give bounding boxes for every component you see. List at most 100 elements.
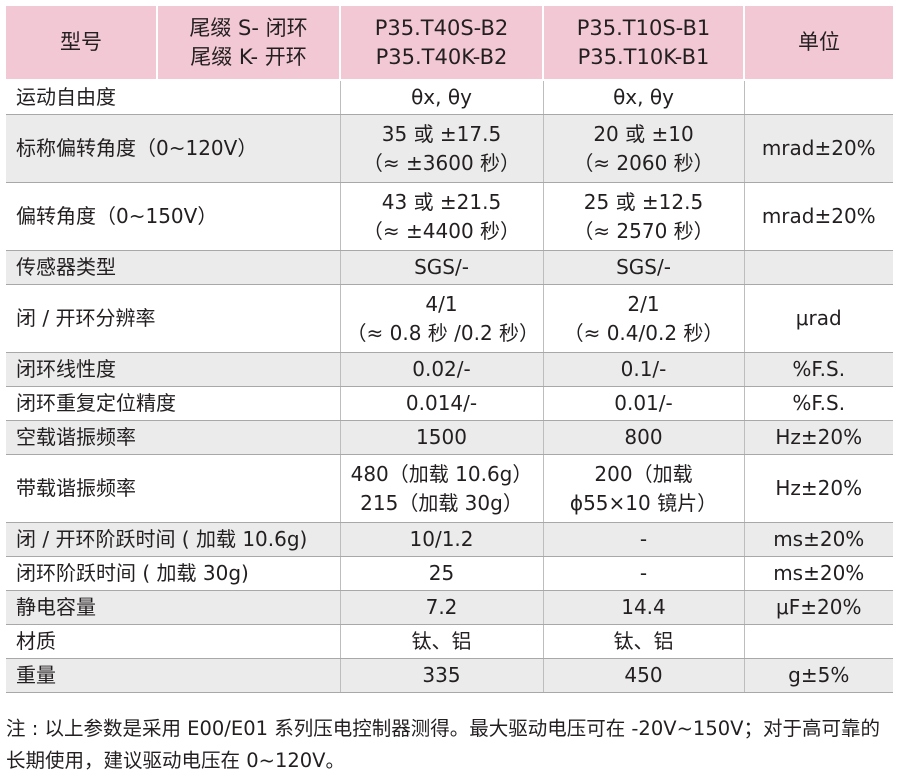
table-row: 带载谐振频率 480（加载 10.6g） 215（加载 30g） 200（加载 … [6, 454, 893, 523]
header-suffix-closed: 尾缀 S- 闭环 [189, 15, 308, 40]
table-row: 偏转角度（0~150V） 43 或 ±21.5 （≈ ±4400 秒） 25 或… [6, 182, 893, 251]
value-line: 215（加载 30g） [360, 490, 523, 515]
value-model-a: 335 [339, 658, 544, 693]
value-line: ϕ55×10 镜片） [569, 490, 718, 515]
value-line: （≈ 2060 秒） [573, 150, 714, 175]
table-row: 闭 / 开环分辨率 4/1 （≈ 0.8 秒 /0.2 秒） 2/1 （≈ 0.… [6, 284, 893, 353]
unit-cell: μF±20% [743, 590, 893, 625]
unit-cell: g±5% [743, 658, 893, 693]
param-label: 闭环重复定位精度 [6, 386, 341, 421]
header-model-a-closed: P35.T40S-B2 [374, 15, 509, 40]
table-row: 闭环线性度 0.02/- 0.1/- %F.S. [6, 352, 893, 387]
unit-cell: mrad±20% [743, 114, 893, 183]
table-row: 传感器类型 SGS/- SGS/- [6, 250, 893, 285]
table-row: 闭环阶跃时间 ( 加载 30g) 25 - ms±20% [6, 556, 893, 591]
value-model-a: 7.2 [339, 590, 544, 625]
value-model-b: 25 或 ±12.5 （≈ 2570 秒） [542, 182, 745, 251]
header-model-b: P35.T10S-B1 P35.T10K-B1 [542, 6, 745, 81]
unit-cell: ms±20% [743, 556, 893, 591]
unit-cell [743, 250, 893, 285]
unit-cell: μrad [743, 284, 893, 353]
value-model-b: 钛、铝 [542, 624, 745, 659]
value-model-a: SGS/- [339, 250, 544, 285]
value-model-b: 2/1 （≈ 0.4/0.2 秒） [542, 284, 745, 353]
header-unit: 单位 [743, 6, 893, 81]
table-row: 闭环重复定位精度 0.014/- 0.01/- %F.S. [6, 386, 893, 421]
table-row: 运动自由度 θx, θy θx, θy [6, 80, 893, 115]
table-row: 闭 / 开环阶跃时间 ( 加载 10.6g) 10/1.2 - ms±20% [6, 522, 893, 557]
value-model-b: - [542, 522, 745, 557]
value-model-b: 200（加载 ϕ55×10 镜片） [542, 454, 745, 523]
value-line: 200（加载 [594, 461, 693, 486]
value-model-a: 1500 [339, 420, 544, 455]
unit-cell [743, 80, 893, 115]
param-label: 传感器类型 [6, 250, 341, 285]
value-line: 2/1 [627, 291, 660, 316]
param-label: 标称偏转角度（0~120V） [6, 114, 341, 183]
param-label: 闭环线性度 [6, 352, 341, 387]
unit-cell: mrad±20% [743, 182, 893, 251]
unit-cell: ms±20% [743, 522, 893, 557]
value-model-a: 0.014/- [339, 386, 544, 421]
table-row: 标称偏转角度（0~120V） 35 或 ±17.5 （≈ ±3600 秒） 20… [6, 114, 893, 183]
param-label: 闭 / 开环阶跃时间 ( 加载 10.6g) [6, 522, 341, 557]
header-model-a: P35.T40S-B2 P35.T40K-B2 [339, 6, 544, 81]
table-row: 空载谐振频率 1500 800 Hz±20% [6, 420, 893, 455]
param-label: 空载谐振频率 [6, 420, 341, 455]
value-model-b: 450 [542, 658, 745, 693]
param-label: 闭 / 开环分辨率 [6, 284, 341, 353]
value-model-b: 20 或 ±10 （≈ 2060 秒） [542, 114, 745, 183]
value-line: 20 或 ±10 [593, 121, 694, 146]
unit-cell: %F.S. [743, 386, 893, 421]
param-label: 闭环阶跃时间 ( 加载 30g) [6, 556, 341, 591]
value-model-b: 14.4 [542, 590, 745, 625]
footnote: 注 : 以上参数是采用 E00/E01 系列压电控制器测得。最大驱动电压可在 -… [6, 717, 880, 772]
value-model-b: 0.1/- [542, 352, 745, 387]
header-model-a-open: P35.T40K-B2 [375, 44, 508, 69]
value-line: （≈ 0.4/0.2 秒） [563, 320, 724, 345]
unit-cell: Hz±20% [743, 420, 893, 455]
table-row: 材质 钛、铝 钛、铝 [6, 624, 893, 659]
table-row: 静电容量 7.2 14.4 μF±20% [6, 590, 893, 625]
value-line: 480（加载 10.6g） [350, 461, 533, 486]
value-line: 4/1 [425, 291, 458, 316]
value-line: （≈ ±3600 秒） [362, 150, 521, 175]
unit-cell: Hz±20% [743, 454, 893, 523]
param-label: 材质 [6, 624, 341, 659]
header-suffix-open: 尾缀 K- 开环 [190, 44, 307, 69]
value-model-a: 25 [339, 556, 544, 591]
value-line: （≈ 0.8 秒 /0.2 秒） [346, 320, 540, 345]
header-model-cell: 型号 尾缀 S- 闭环 尾缀 K- 开环 [6, 6, 341, 81]
value-model-a: 35 或 ±17.5 （≈ ±3600 秒） [339, 114, 544, 183]
param-label: 偏转角度（0~150V） [6, 182, 341, 251]
value-line: （≈ ±4400 秒） [362, 218, 521, 243]
value-model-b: θx, θy [542, 80, 745, 115]
header-model-label: 型号 [6, 6, 158, 79]
param-label: 带载谐振频率 [6, 454, 341, 523]
value-model-a: 钛、铝 [339, 624, 544, 659]
header-model-b-open: P35.T10K-B1 [577, 44, 710, 69]
value-model-b: SGS/- [542, 250, 745, 285]
value-model-a: θx, θy [339, 80, 544, 115]
value-model-b: - [542, 556, 745, 591]
value-model-b: 800 [542, 420, 745, 455]
value-line: 35 或 ±17.5 [381, 121, 502, 146]
value-model-a: 480（加载 10.6g） 215（加载 30g） [339, 454, 544, 523]
header-suffix-note: 尾缀 S- 闭环 尾缀 K- 开环 [158, 14, 339, 72]
value-line: 25 或 ±12.5 [583, 189, 704, 214]
param-label: 重量 [6, 658, 341, 693]
value-model-a: 4/1 （≈ 0.8 秒 /0.2 秒） [339, 284, 544, 353]
table-row: 重量 335 450 g±5% [6, 658, 893, 693]
table-header-row: 型号 尾缀 S- 闭环 尾缀 K- 开环 P35.T40S-B2 P35.T40… [6, 6, 893, 81]
value-line: 43 或 ±21.5 [381, 189, 502, 214]
value-line: （≈ 2570 秒） [573, 218, 714, 243]
spec-table: 型号 尾缀 S- 闭环 尾缀 K- 开环 P35.T40S-B2 P35.T40… [6, 6, 893, 693]
value-model-b: 0.01/- [542, 386, 745, 421]
value-model-a: 43 或 ±21.5 （≈ ±4400 秒） [339, 182, 544, 251]
param-label: 静电容量 [6, 590, 341, 625]
header-model-b-closed: P35.T10S-B1 [576, 15, 711, 40]
value-model-a: 0.02/- [339, 352, 544, 387]
value-model-a: 10/1.2 [339, 522, 544, 557]
param-label: 运动自由度 [6, 80, 341, 115]
unit-cell [743, 624, 893, 659]
